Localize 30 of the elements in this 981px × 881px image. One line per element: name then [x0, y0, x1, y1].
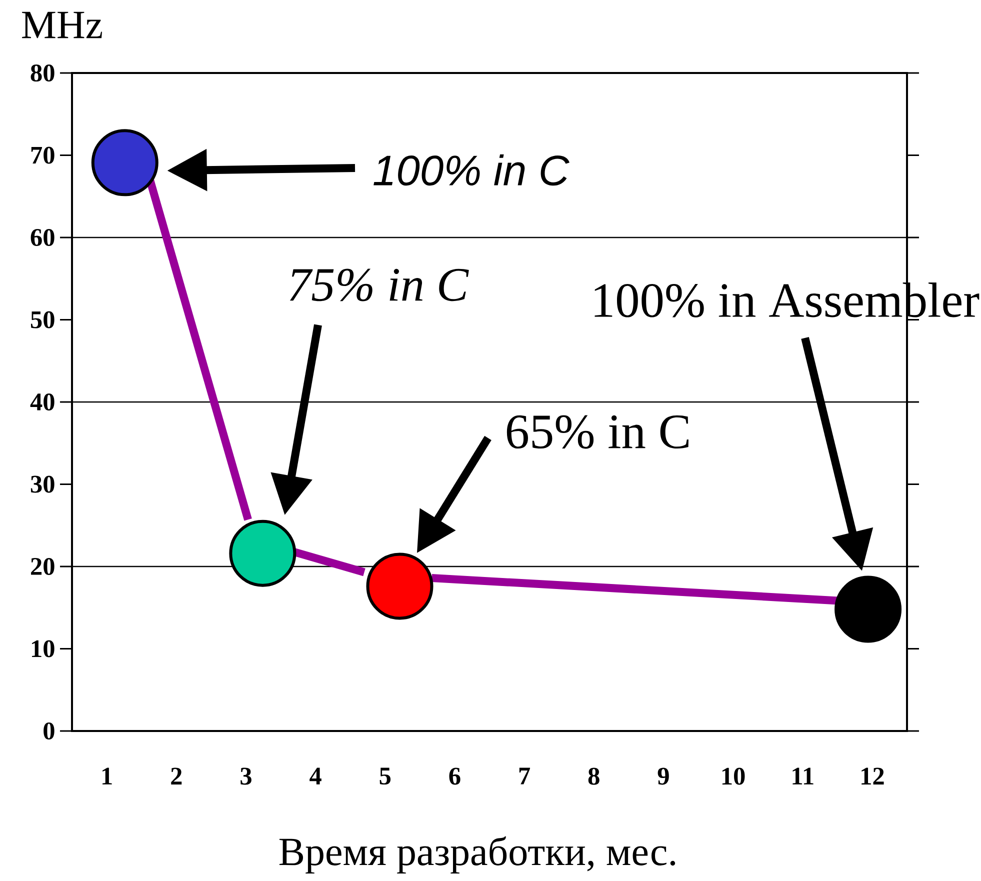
- point: [229, 520, 296, 587]
- annotation: 65% in C: [506, 415, 688, 449]
- x-tick-label: 10: [722, 768, 745, 785]
- x-tick-label: 4: [310, 768, 322, 784]
- y-tick-label: 50: [30, 311, 54, 328]
- point: [366, 552, 434, 620]
- x-tick-label: 1: [102, 768, 112, 784]
- x-tick-label: 12: [862, 768, 884, 784]
- y-tick-label: 60: [30, 228, 54, 246]
- x-tick-label: 6: [449, 768, 460, 785]
- x-tick-label: 8: [588, 768, 600, 785]
- annotation: 100% in C: [374, 154, 570, 186]
- y-tick-label: 80: [30, 64, 54, 82]
- x-tick-label: 2: [171, 768, 182, 784]
- annotation: 75% in C: [290, 268, 469, 302]
- point: [91, 129, 158, 196]
- x-tick-label: 5: [380, 768, 391, 785]
- y-tick-label: 30: [30, 476, 54, 493]
- x-tick-label: 7: [519, 768, 530, 784]
- x-tick-label: 3: [240, 768, 252, 785]
- x-tick-label: 11: [792, 768, 814, 784]
- x-tick-label: 9: [658, 768, 669, 785]
- x-axis-title: Время разработки, мес.: [279, 836, 676, 874]
- y-tick-label: 70: [31, 146, 54, 164]
- y-tick-label: 40: [30, 393, 54, 411]
- y-tick-label: 10: [32, 640, 54, 658]
- y-tick-label: 20: [31, 558, 54, 576]
- y-tick-label: 0: [44, 722, 54, 740]
- point: [834, 576, 902, 643]
- y-axis-title: MHz: [22, 12, 102, 38]
